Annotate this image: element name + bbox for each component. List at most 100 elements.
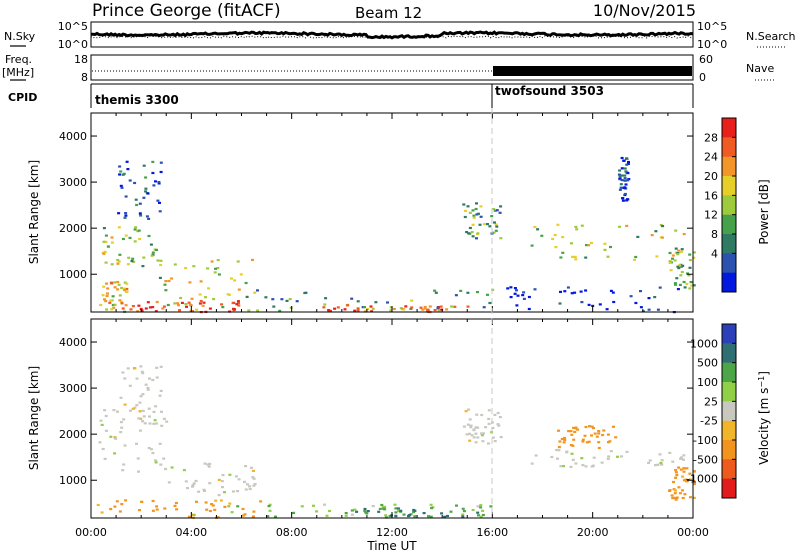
scatter-cell bbox=[125, 287, 129, 291]
scatter-cell bbox=[110, 241, 114, 244]
scatter-cell bbox=[118, 510, 122, 513]
scatter-cell bbox=[475, 413, 479, 416]
scatter-cell bbox=[642, 310, 645, 313]
scatter-cell bbox=[479, 215, 483, 218]
scatter-cell bbox=[120, 186, 124, 189]
scatter-cell bbox=[581, 438, 585, 441]
scatter-cell bbox=[249, 466, 253, 469]
scatter-cell bbox=[581, 440, 585, 443]
scatter-cell bbox=[412, 508, 416, 512]
scatter-cell bbox=[118, 173, 122, 176]
scatter-cell bbox=[344, 514, 348, 517]
scatter-cell bbox=[127, 256, 131, 259]
scatter-cell bbox=[123, 403, 127, 406]
scatter-cell bbox=[408, 514, 411, 517]
scatter-cell bbox=[259, 500, 263, 503]
scatter-cell bbox=[620, 179, 624, 182]
noise-right-tick-top: 10^5 bbox=[697, 20, 727, 33]
scatter-cell bbox=[173, 263, 177, 266]
scatter-cell bbox=[102, 252, 106, 255]
scatter-cell bbox=[675, 496, 679, 499]
scatter-cell bbox=[207, 465, 211, 468]
scatter-cell bbox=[678, 251, 682, 254]
scatter-cell bbox=[618, 188, 622, 191]
x-tick-label: 04:00 bbox=[175, 526, 207, 539]
scatter-cell bbox=[534, 454, 538, 457]
scatter-cell bbox=[681, 475, 685, 478]
scatter-cell bbox=[159, 389, 163, 392]
colorbar-swatch bbox=[722, 362, 736, 383]
scatter-cell bbox=[272, 305, 276, 308]
scatter-cell bbox=[116, 259, 120, 262]
scatter-cell bbox=[522, 297, 526, 300]
scatter-cell bbox=[409, 307, 413, 310]
scatter-cell bbox=[190, 297, 194, 300]
scatter-cell bbox=[682, 479, 686, 482]
scatter-cell bbox=[101, 447, 105, 451]
scatter-cell bbox=[212, 298, 216, 301]
scatter-cell bbox=[154, 405, 158, 408]
y-tick-label: 2000 bbox=[59, 428, 87, 441]
scatter-cell bbox=[151, 251, 155, 254]
scatter-cell bbox=[346, 304, 350, 307]
scatter-cell bbox=[135, 377, 139, 380]
scatter-cell bbox=[204, 501, 208, 504]
scatter-cell bbox=[559, 465, 563, 468]
scatter-cell bbox=[573, 255, 577, 258]
scatter-cell bbox=[466, 291, 470, 294]
scatter-cell bbox=[468, 226, 472, 230]
scatter-cell bbox=[656, 308, 660, 311]
scatter-cell bbox=[677, 267, 681, 270]
scatter-cell bbox=[175, 508, 179, 511]
scatter-cell bbox=[602, 429, 606, 432]
scatter-cell bbox=[396, 507, 400, 510]
scatter-cell bbox=[149, 243, 153, 246]
scatter-cell bbox=[100, 423, 104, 426]
scatter-cell bbox=[139, 417, 143, 420]
scatter-cell bbox=[574, 426, 578, 429]
scatter-cell bbox=[165, 420, 169, 423]
scatter-cell bbox=[203, 462, 207, 465]
colorbar-swatch bbox=[722, 272, 736, 293]
scatter-cell bbox=[137, 304, 141, 307]
scatter-cell bbox=[486, 223, 489, 226]
scatter-cell bbox=[563, 290, 567, 293]
nave-tick-bottom: 0 bbox=[699, 71, 706, 84]
scatter-cell bbox=[422, 512, 426, 515]
scatter-cell bbox=[206, 463, 210, 466]
scatter-cell bbox=[126, 263, 130, 266]
scatter-cell bbox=[137, 417, 141, 420]
scatter-cell bbox=[280, 298, 284, 301]
scatter-cell bbox=[244, 488, 248, 491]
power-frame bbox=[90, 112, 694, 313]
scatter-cell bbox=[484, 426, 488, 429]
scatter-cell bbox=[219, 499, 223, 502]
scatter-cell bbox=[495, 209, 499, 212]
scatter-cell bbox=[482, 306, 486, 309]
scatter-cell bbox=[228, 502, 232, 505]
scatter-cell bbox=[685, 480, 689, 483]
scatter-cell bbox=[144, 190, 148, 193]
scatter-cell bbox=[607, 455, 611, 458]
scatter-cell bbox=[205, 508, 209, 511]
scatter-cell bbox=[105, 294, 109, 298]
scatter-cell bbox=[131, 257, 135, 260]
scatter-cell bbox=[655, 255, 659, 258]
x-tick-label: 20:00 bbox=[577, 526, 609, 539]
scatter-cell bbox=[461, 513, 465, 516]
scatter-cell bbox=[476, 436, 480, 439]
scatter-cell bbox=[671, 497, 675, 500]
scatter-cell bbox=[561, 236, 565, 239]
scatter-cell bbox=[237, 478, 241, 481]
colorbar-tick-label: 1000 bbox=[690, 337, 718, 350]
scatter-cell bbox=[369, 305, 373, 308]
scatter-cell bbox=[692, 482, 696, 486]
scatter-cell bbox=[118, 165, 122, 168]
scatter-cell bbox=[620, 167, 624, 170]
scatter-cell bbox=[241, 507, 245, 511]
scatter-cell bbox=[480, 432, 483, 435]
scatter-cell bbox=[343, 308, 347, 311]
scatter-cell bbox=[135, 404, 139, 407]
scatter-cell bbox=[588, 425, 591, 428]
scatter-cell bbox=[470, 434, 474, 437]
